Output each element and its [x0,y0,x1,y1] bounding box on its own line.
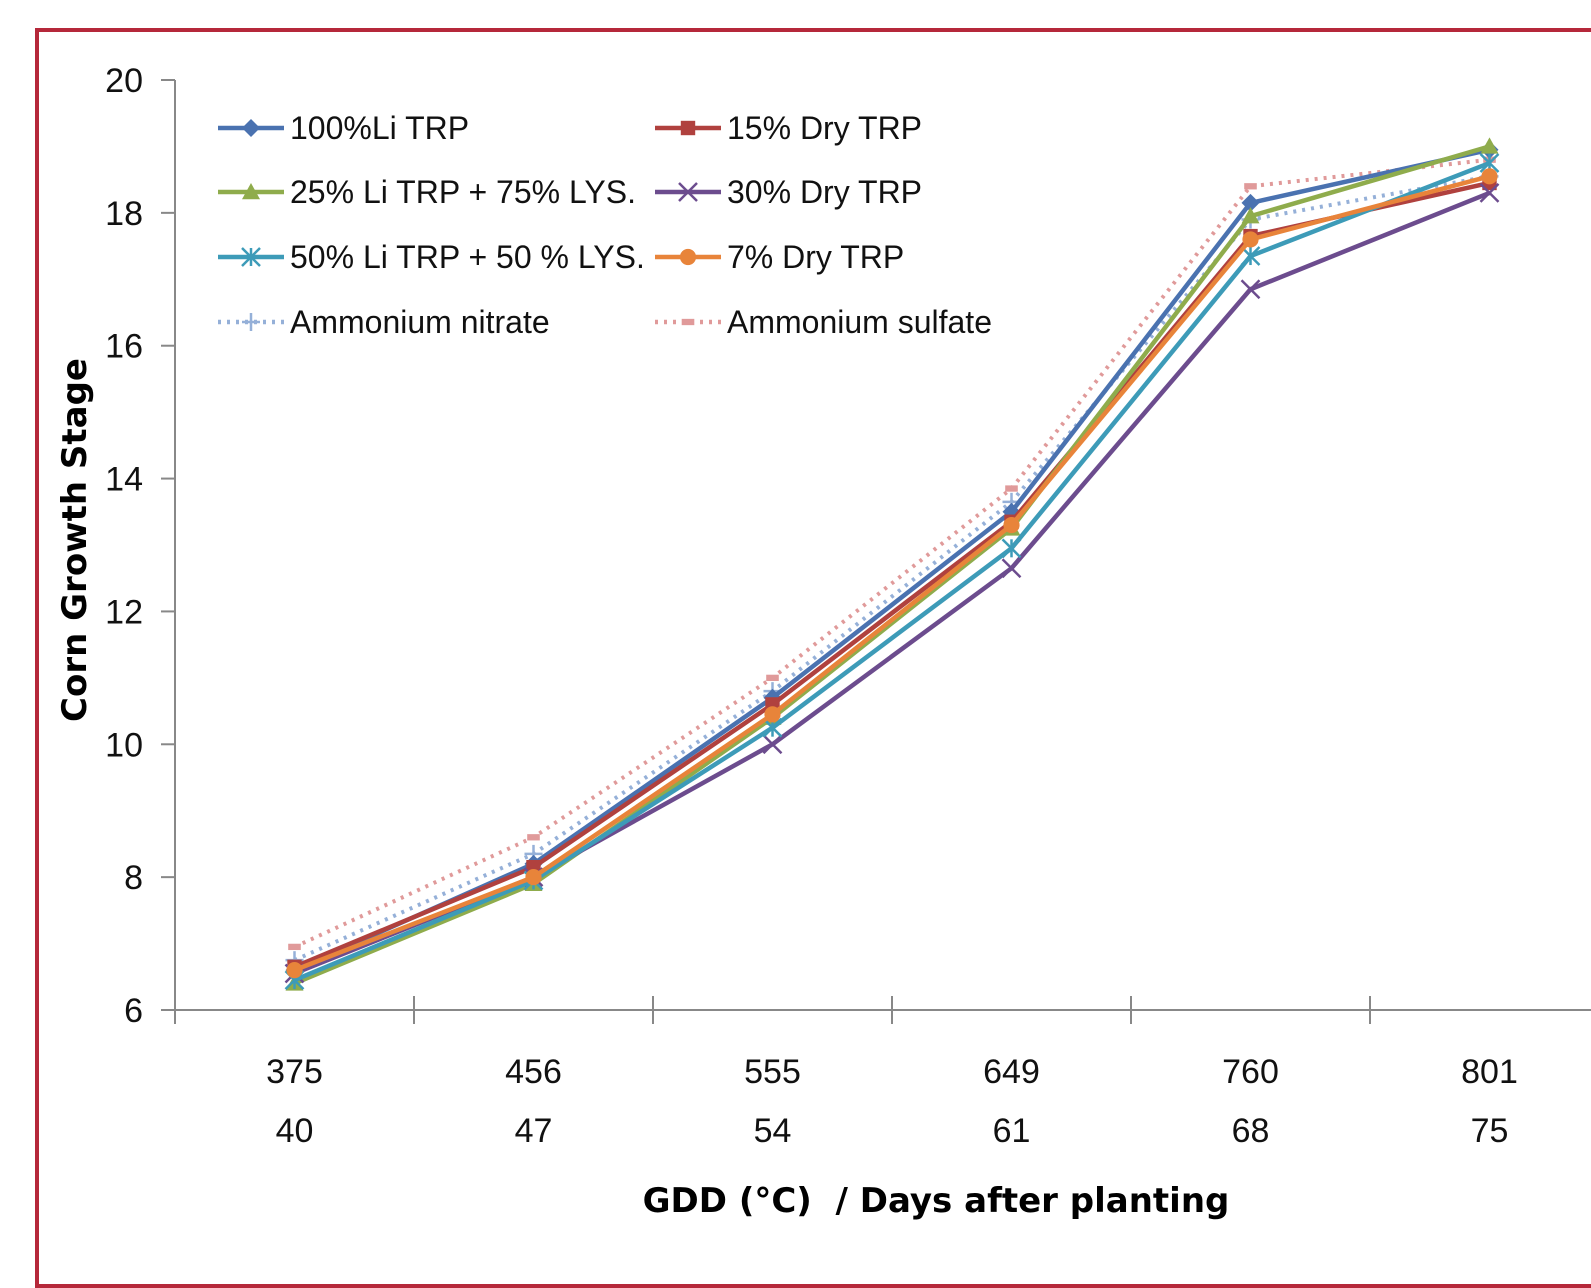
legend-label: 50% Li TRP + 50 % LYS. [290,239,645,275]
series-line [293,160,1491,983]
data-point [678,182,698,202]
series-line [293,174,1490,963]
series-50-li-trp-50-lys [284,153,1500,990]
x-tick-label-gdd: 555 [744,1053,801,1091]
data-point [1241,207,1260,224]
x-tick-label-days: 47 [515,1112,553,1150]
data-point [241,247,261,267]
data-point [679,248,697,266]
y-tick-label: 14 [105,461,143,499]
marker-stroke [1001,558,1022,579]
legend-label: 25% Li TRP + 75% LYS. [290,174,636,210]
data-point [680,120,696,136]
data-point [1244,183,1257,190]
x-tick-label-gdd: 649 [983,1053,1040,1091]
data-point [762,734,783,755]
x-tick-label-days: 61 [993,1112,1031,1150]
data-point [1003,516,1020,534]
series-layer [284,137,1500,991]
legend-label: Ammonium nitrate [290,304,550,340]
x-tick-label-days: 54 [754,1112,792,1150]
x-tick-label-days: 40 [276,1112,314,1150]
data-point [1479,183,1500,203]
data-point [764,706,781,723]
legend: 100%Li TRP 15% Dry TRP 25% Li TRP + 75% LY… [218,110,992,340]
data-point [681,318,695,326]
legend-label: 30% Dry TRP [727,174,922,210]
y-tick-label: 6 [124,992,143,1030]
legend-item: Ammonium nitrate [218,304,550,340]
axes: 6810121416182037540456475555464961760688… [105,62,1591,1150]
legend-label: 15% Dry TRP [727,110,922,146]
series-ammonium-nitrate [285,167,1499,970]
legend-item: 50% Li TRP + 50 % LYS. [218,239,645,275]
y-tick-label: 18 [105,195,143,233]
marker-stroke [678,182,698,202]
series-line [293,180,1490,969]
data-point [1001,538,1022,559]
data-point [242,313,260,331]
data-point [286,962,303,979]
marker-stroke [762,734,783,755]
data-point [1481,168,1498,185]
line-chart: 6810121416182037540456475555464961760688… [55,62,1591,1221]
data-point [1001,558,1022,579]
legend-item: 25% Li TRP + 75% LYS. [218,174,636,210]
legend-label: Ammonium sulfate [727,304,992,340]
series-15-dry-trp [287,175,1497,975]
data-point [242,183,260,200]
legend-item: 15% Dry TRP [655,110,922,146]
data-point [242,119,260,137]
y-axis-title: Corn Growth Stage [55,358,95,722]
x-tick-label-gdd: 801 [1461,1053,1518,1091]
series-ammonium-sulfate [288,156,1496,951]
data-point [1005,485,1018,492]
data-point [527,834,540,841]
y-tick-label: 20 [105,62,143,100]
legend-item: Ammonium sulfate [655,304,992,340]
legend-label: 100%Li TRP [290,110,469,146]
data-point [766,674,779,682]
series-7-dry-trp [286,168,1498,979]
y-tick-label: 8 [124,859,143,897]
data-point [1242,231,1259,248]
legend-label: 7% Dry TRP [727,239,904,275]
series-line [293,174,1491,973]
y-tick-label: 10 [105,726,143,764]
data-point [525,869,542,886]
marker-stroke [1479,183,1500,203]
legend-item: 7% Dry TRP [655,239,904,275]
marker-stroke [1240,279,1261,300]
series-line [293,144,1491,986]
legend-item: 30% Dry TRP [655,174,922,210]
series-line [293,157,1490,949]
data-point [1241,193,1260,212]
x-tick-label-gdd: 375 [266,1053,323,1091]
series-25-li-trp-75-lys [285,137,1499,991]
x-tick-label-days: 75 [1471,1112,1509,1150]
x-tick-label-gdd: 760 [1222,1053,1279,1091]
x-tick-label-days: 68 [1232,1112,1270,1150]
data-point [1480,137,1499,154]
data-point [1240,279,1261,300]
y-tick-label: 12 [105,593,143,631]
y-tick-label: 16 [105,328,143,366]
legend-item: 100%Li TRP [218,110,469,146]
data-point [288,943,301,951]
x-tick-label-gdd: 456 [505,1053,562,1091]
x-axis-title: GDD (°C) / Days after planting [643,1181,1230,1221]
